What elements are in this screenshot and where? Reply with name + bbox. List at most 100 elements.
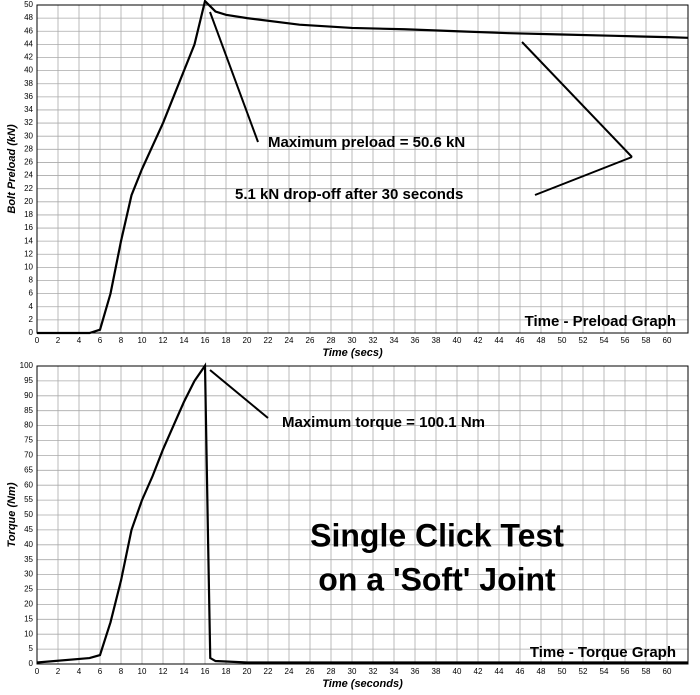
y-tick-label: 20 xyxy=(24,600,33,609)
arrows xyxy=(209,11,633,419)
y-tick-label: 15 xyxy=(24,614,33,623)
arrow xyxy=(521,41,633,158)
x-tick-label: 10 xyxy=(138,667,147,676)
x-tick-label: 8 xyxy=(119,667,124,676)
x-tick-label: 30 xyxy=(348,667,357,676)
x-tick-label: 48 xyxy=(537,336,546,345)
x-tick-label: 16 xyxy=(201,336,210,345)
y-tick-label: 0 xyxy=(29,659,34,668)
y-tick-label: 80 xyxy=(24,421,33,430)
x-tick-label: 38 xyxy=(432,667,441,676)
y-tick-label: 20 xyxy=(24,197,33,206)
x-tick-label: 44 xyxy=(495,667,504,676)
x-tick-label: 22 xyxy=(264,667,273,676)
y-tick-label: 12 xyxy=(24,249,33,258)
x-tick-label: 24 xyxy=(285,667,294,676)
x-tick-label: 56 xyxy=(621,336,630,345)
x-tick-label: 26 xyxy=(306,667,315,676)
y-tick-label: 75 xyxy=(24,436,33,445)
y-tick-label: 36 xyxy=(24,92,33,101)
y-tick-label: 18 xyxy=(24,210,33,219)
y-tick-label: 10 xyxy=(24,629,33,638)
y-tick-label: 10 xyxy=(24,263,33,272)
y-tick-label: 8 xyxy=(29,276,34,285)
x-axis-label: Time (seconds) xyxy=(322,678,403,690)
x-tick-label: 14 xyxy=(180,336,189,345)
arrow xyxy=(209,11,259,143)
big-caption: on a 'Soft' Joint xyxy=(318,561,556,597)
y-tick-label: 30 xyxy=(24,570,33,579)
x-tick-label: 20 xyxy=(243,336,252,345)
x-tick-label: 50 xyxy=(558,336,567,345)
x-tick-label: 48 xyxy=(537,667,546,676)
plot-border xyxy=(36,365,689,665)
x-axis-label: Time (secs) xyxy=(322,347,383,359)
y-tick-label: 70 xyxy=(24,451,33,460)
x-tick-label: 32 xyxy=(369,667,378,676)
y-tick-label: 44 xyxy=(24,39,33,48)
x-tick-label: 54 xyxy=(600,667,609,676)
chart-title: Time - Preload Graph xyxy=(525,313,676,330)
x-tick-label: 12 xyxy=(159,336,168,345)
x-tick-label: 34 xyxy=(390,667,399,676)
y-tick-label: 16 xyxy=(24,223,33,232)
x-tick-label: 18 xyxy=(222,667,231,676)
x-tick-label: 46 xyxy=(516,336,525,345)
y-tick-label: 32 xyxy=(24,118,33,127)
x-tick-label: 58 xyxy=(642,336,651,345)
x-tick-label: 40 xyxy=(453,336,462,345)
x-tick-label: 0 xyxy=(35,667,40,676)
y-tick-label: 65 xyxy=(24,465,33,474)
x-tick-label: 60 xyxy=(663,336,672,345)
y-tick-label: 24 xyxy=(24,171,33,180)
x-tick-label: 28 xyxy=(327,667,336,676)
x-tick-label: 32 xyxy=(369,336,378,345)
x-tick-label: 26 xyxy=(306,336,315,345)
x-tick-label: 22 xyxy=(264,336,273,345)
y-axis-label: Torque (Nm) xyxy=(6,482,18,547)
x-tick-label: 56 xyxy=(621,667,630,676)
plot-border xyxy=(36,4,689,334)
data-line xyxy=(37,0,689,335)
y-tick-label: 35 xyxy=(24,555,33,564)
y-tick-label: 40 xyxy=(24,540,33,549)
x-tick-label: 40 xyxy=(453,667,462,676)
y-tick-label: 34 xyxy=(24,105,33,114)
y-axis-label: Bolt Preload (kN) xyxy=(6,124,18,214)
x-tick-label: 2 xyxy=(56,667,61,676)
y-tick-label: 28 xyxy=(24,144,33,153)
x-tick-label: 58 xyxy=(642,667,651,676)
x-tick-label: 52 xyxy=(579,336,588,345)
x-tick-label: 60 xyxy=(663,667,672,676)
x-tick-label: 18 xyxy=(222,336,231,345)
y-tick-label: 42 xyxy=(24,53,33,62)
y-tick-label: 40 xyxy=(24,66,33,75)
y-tick-label: 100 xyxy=(20,361,34,370)
x-tick-label: 52 xyxy=(579,667,588,676)
annotation: Maximum torque = 100.1 Nm xyxy=(282,414,485,431)
y-tick-label: 4 xyxy=(29,302,34,311)
x-tick-label: 0 xyxy=(35,336,40,345)
x-tick-label: 44 xyxy=(495,336,504,345)
y-tick-label: 85 xyxy=(24,406,33,415)
x-tick-label: 34 xyxy=(390,336,399,345)
y-tick-label: 45 xyxy=(24,525,33,534)
annotation: Maximum preload = 50.6 kN xyxy=(268,134,465,151)
x-tick-label: 30 xyxy=(348,336,357,345)
x-tick-label: 4 xyxy=(77,667,82,676)
x-tick-label: 24 xyxy=(285,336,294,345)
arrow xyxy=(534,156,633,196)
arrow xyxy=(209,369,269,419)
x-tick-label: 42 xyxy=(474,667,483,676)
x-tick-label: 42 xyxy=(474,336,483,345)
plot-area xyxy=(37,5,688,333)
x-tick-label: 28 xyxy=(327,336,336,345)
data-line xyxy=(36,362,688,664)
y-tick-label: 38 xyxy=(24,79,33,88)
y-tick-label: 90 xyxy=(24,391,33,400)
x-tick-label: 16 xyxy=(201,667,210,676)
y-tick-label: 95 xyxy=(24,376,33,385)
y-tick-label: 2 xyxy=(29,315,34,324)
y-tick-label: 0 xyxy=(29,328,34,337)
